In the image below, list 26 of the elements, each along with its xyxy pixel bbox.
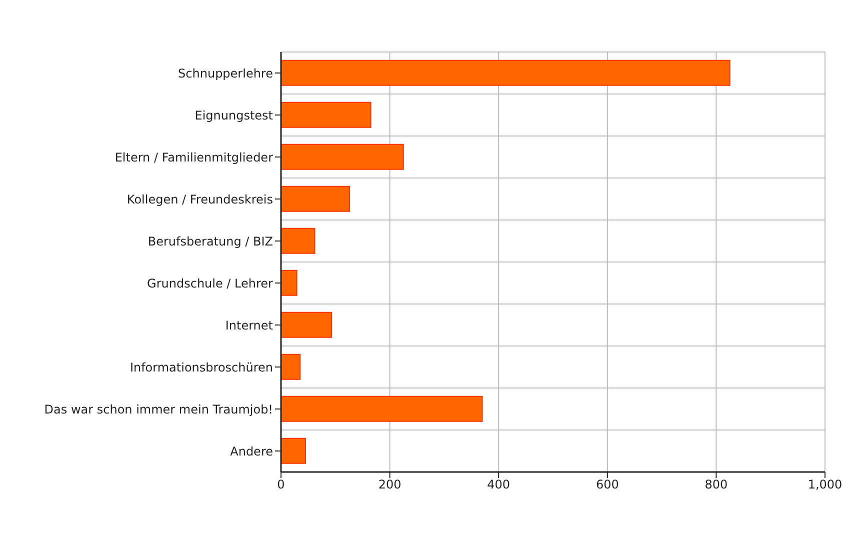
bar xyxy=(281,312,332,338)
y-tick-label: Berufsberatung / BIZ xyxy=(148,234,273,248)
x-tick-label: 0 xyxy=(277,478,285,492)
y-tick-label: Das war schon immer mein Traumjob! xyxy=(44,402,273,416)
bar xyxy=(281,396,483,422)
bar xyxy=(281,60,730,86)
x-tick-label: 400 xyxy=(487,478,510,492)
bar xyxy=(281,438,306,464)
bar xyxy=(281,270,298,296)
bar xyxy=(281,228,316,254)
y-tick-label: Schnupperlehre xyxy=(178,66,273,80)
x-tick-label: 1,000 xyxy=(808,478,842,492)
bar xyxy=(281,354,301,380)
bar xyxy=(281,186,350,212)
y-tick-label: Eltern / Familienmitglieder xyxy=(114,150,274,164)
y-tick-label: Eignungstest xyxy=(194,108,274,122)
x-tick-label: 600 xyxy=(596,478,619,492)
bar xyxy=(281,144,404,170)
y-tick-label: Andere xyxy=(230,444,273,458)
y-tick-label: Kollegen / Freundeskreis xyxy=(126,192,273,206)
y-tick-label: Grundschule / Lehrer xyxy=(147,276,274,290)
x-tick-label: 200 xyxy=(378,478,402,492)
x-tick-label: 800 xyxy=(704,478,728,492)
y-tick-label: Internet xyxy=(225,318,274,332)
bar xyxy=(281,102,372,128)
y-tick-label: Informationsbroschüren xyxy=(130,360,273,374)
